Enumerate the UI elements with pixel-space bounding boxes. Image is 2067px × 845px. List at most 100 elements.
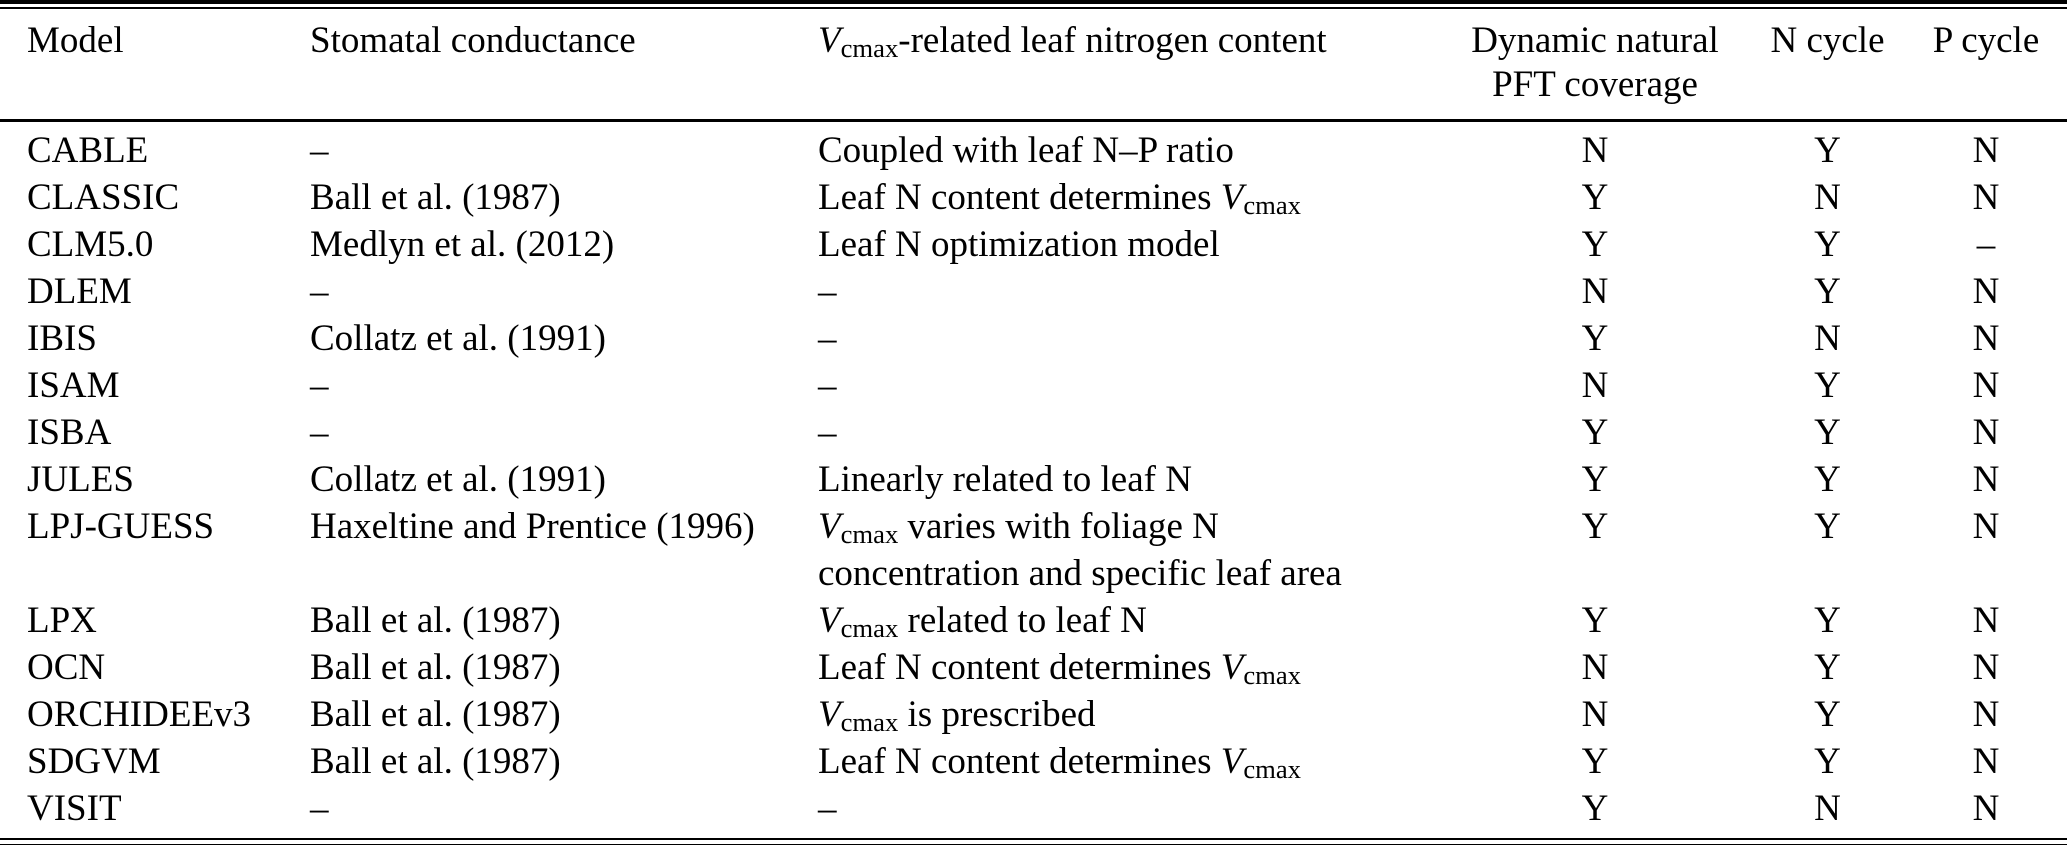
cell-model: ISAM (27, 365, 120, 406)
cell-vcmax-leaf-nitrogen: Coupled with leaf N–P ratio (818, 130, 1234, 171)
cell-p-cycle: N (1972, 412, 2000, 453)
cell-model: JULES (27, 459, 134, 500)
cell-model: LPJ-GUESS (27, 506, 215, 547)
table-row: OCN Ball et al. (1987) Leaf N content dete… (0, 644, 2067, 691)
cell-n-cycle: Y (1814, 130, 1841, 171)
cell-model: LPX (27, 600, 97, 641)
col-header-dynamic-pft-coverage: Dynamic natural PFT coverage (1440, 9, 1750, 122)
cell-model: CLM5.0 (27, 224, 154, 265)
cell-p-cycle: N (1972, 318, 2000, 359)
cell-p-cycle: N (1972, 694, 2000, 735)
cell-n-cycle: Y (1814, 224, 1841, 265)
cell-stomatal-conductance: – (310, 271, 329, 312)
table-row: IBIS Collatz et al. (1991) – Y N N (0, 315, 2067, 362)
cell-model: VISIT (27, 788, 122, 829)
cell-dynamic-pft-coverage: N (1581, 365, 1609, 406)
table-row: CLM5.0 Medlyn et al. (2012) Leaf N optimiz… (0, 221, 2067, 268)
col-header-model: Model (0, 9, 310, 122)
cell-n-cycle: Y (1814, 694, 1841, 735)
table-row: JULES Collatz et al. (1991) Linearly relat… (0, 456, 2067, 503)
cell-n-cycle: Y (1814, 600, 1841, 641)
cell-stomatal-conductance: Collatz et al. (1991) (310, 318, 606, 359)
table-row: LPX Ball et al. (1987) Vcmax related to le… (0, 597, 2067, 644)
cell-n-cycle: Y (1814, 459, 1841, 500)
cell-model: ORCHIDEEv3 (27, 694, 252, 735)
table-row: ISBA – – Y Y N (0, 409, 2067, 456)
cell-p-cycle: N (1972, 600, 2000, 641)
col-header-stomatal-conductance: Stomatal conductance (310, 9, 818, 122)
table-header-row: Model Stomatal conductance Vcmax-related… (0, 9, 2067, 122)
cell-p-cycle: – (1976, 224, 1996, 265)
cell-n-cycle: Y (1814, 271, 1841, 312)
table-row: ORCHIDEEv3 Ball et al. (1987) Vcmax is pre… (0, 691, 2067, 738)
cell-vcmax-leaf-nitrogen: – (818, 412, 837, 453)
col-header-p-cycle: P cycle (1905, 9, 2067, 122)
cell-vcmax-leaf-nitrogen: Leaf N content determines Vcmax (818, 177, 1301, 220)
cell-n-cycle: Y (1814, 741, 1841, 782)
cell-n-cycle: Y (1814, 412, 1841, 453)
cell-vcmax-leaf-nitrogen: Leaf N content determines Vcmax (818, 647, 1301, 690)
cell-vcmax-leaf-nitrogen: Vcmax related to leaf N (818, 600, 1147, 643)
cell-p-cycle: N (1972, 788, 2000, 829)
cell-n-cycle: Y (1814, 647, 1841, 688)
cell-dynamic-pft-coverage: Y (1581, 788, 1609, 829)
cell-n-cycle: Y (1814, 365, 1841, 406)
cell-vcmax-leaf-nitrogen: Vcmax is prescribed (818, 694, 1096, 737)
table-bottom-rule (0, 838, 2067, 845)
cell-n-cycle: Y (1814, 506, 1841, 547)
cell-p-cycle: N (1972, 647, 2000, 688)
cell-dynamic-pft-coverage: Y (1581, 506, 1609, 547)
cell-stomatal-conductance: – (310, 130, 329, 171)
table-header: Model Stomatal conductance Vcmax-related… (0, 9, 2067, 122)
cell-stomatal-conductance: – (310, 412, 329, 453)
cell-vcmax-leaf-nitrogen: – (818, 365, 837, 406)
cell-stomatal-conductance: Ball et al. (1987) (310, 741, 561, 782)
cell-dynamic-pft-coverage: N (1581, 647, 1609, 688)
col-header-vcmax-leaf-nitrogen: Vcmax-related leaf nitrogen content (818, 9, 1440, 122)
cell-stomatal-conductance: Haxeltine and Prentice (1996) (310, 506, 755, 547)
cell-vcmax-leaf-nitrogen: – (818, 318, 837, 359)
cell-dynamic-pft-coverage: Y (1581, 177, 1609, 218)
cell-p-cycle: N (1972, 741, 2000, 782)
cell-n-cycle: N (1814, 788, 1841, 829)
cell-model: IBIS (27, 318, 97, 359)
cell-dynamic-pft-coverage: N (1581, 271, 1609, 312)
cell-stomatal-conductance: – (310, 365, 329, 406)
cell-p-cycle: N (1972, 365, 2000, 406)
table-top-rule (0, 0, 2067, 9)
cell-stomatal-conductance: – (310, 788, 329, 829)
cell-dynamic-pft-coverage: Y (1581, 412, 1609, 453)
cell-stomatal-conductance: Ball et al. (1987) (310, 694, 561, 735)
table-row: DLEM – – N Y N (0, 268, 2067, 315)
cell-p-cycle: N (1972, 177, 2000, 218)
table-row: ISAM – – N Y N (0, 362, 2067, 409)
cell-stomatal-conductance: Ball et al. (1987) (310, 600, 561, 641)
cell-stomatal-conductance: Ball et al. (1987) (310, 647, 561, 688)
col-header-n-cycle: N cycle (1750, 9, 1905, 122)
cell-n-cycle: N (1814, 318, 1841, 359)
cell-dynamic-pft-coverage: Y (1581, 318, 1609, 359)
table-row: CABLE – Coupled with leaf N–P ratio N Y N (0, 121, 2067, 175)
table-body: CABLE – Coupled with leaf N–P ratio N Y N CLAS… (0, 121, 2067, 833)
cell-vcmax-leaf-nitrogen: – (818, 271, 837, 312)
table-row: CLASSIC Ball et al. (1987) Leaf N content … (0, 174, 2067, 221)
cell-dynamic-pft-coverage: Y (1581, 224, 1609, 265)
cell-p-cycle: N (1972, 459, 2000, 500)
table-row: VISIT – – Y N N (0, 785, 2067, 832)
cell-model: OCN (27, 647, 106, 688)
model-comparison-table: Model Stomatal conductance Vcmax-related… (0, 9, 2067, 832)
cell-stomatal-conductance: Medlyn et al. (2012) (310, 224, 615, 265)
cell-dynamic-pft-coverage: Y (1581, 459, 1609, 500)
cell-vcmax-leaf-nitrogen: – (818, 788, 837, 829)
cell-p-cycle: N (1972, 130, 2000, 171)
cell-stomatal-conductance: Ball et al. (1987) (310, 177, 561, 218)
cell-vcmax-leaf-nitrogen: Linearly related to leaf N (818, 459, 1192, 500)
cell-dynamic-pft-coverage: N (1581, 694, 1609, 735)
cell-model: ISBA (27, 412, 112, 453)
cell-model: CLASSIC (27, 177, 180, 218)
cell-model: SDGVM (27, 741, 161, 782)
cell-vcmax-leaf-nitrogen: Leaf N optimization model (818, 224, 1220, 265)
cell-vcmax-leaf-nitrogen: Leaf N content determines Vcmax (818, 741, 1301, 784)
